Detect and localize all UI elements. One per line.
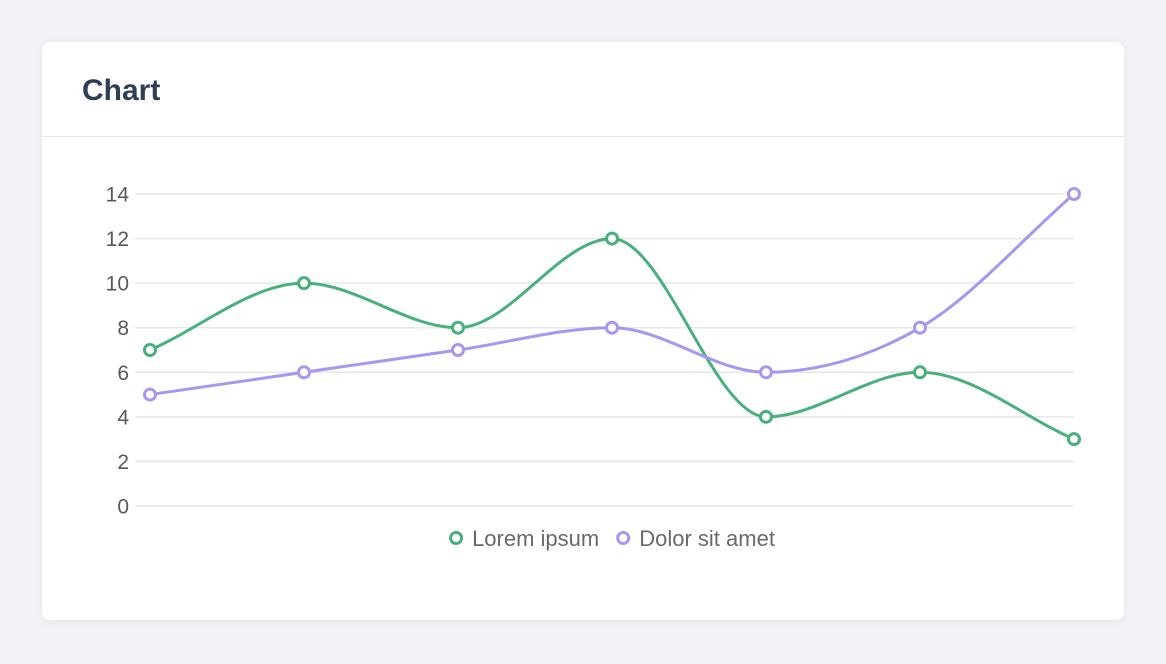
legend-label: Dolor sit amet — [639, 526, 775, 551]
data-point[interactable] — [913, 365, 927, 380]
series-line — [148, 192, 1076, 397]
y-tick-label: 4 — [117, 406, 129, 429]
data-point[interactable] — [605, 231, 619, 246]
data-point[interactable] — [1067, 432, 1081, 447]
legend-label: Lorem ipsum — [472, 526, 599, 551]
data-point[interactable] — [1067, 187, 1081, 201]
data-point[interactable] — [297, 276, 311, 291]
data-point[interactable] — [143, 387, 157, 402]
card-title: Chart — [82, 74, 161, 107]
y-tick-label: 2 — [117, 451, 129, 474]
legend-item[interactable]: Lorem ipsum — [449, 526, 600, 551]
y-tick-label: 12 — [106, 228, 129, 251]
legend-marker-icon — [616, 531, 631, 545]
grid-lines — [135, 193, 1074, 507]
data-point[interactable] — [913, 320, 927, 335]
y-tick-label: 10 — [106, 273, 129, 296]
series-line — [148, 237, 1076, 441]
y-tick-label: 6 — [117, 362, 129, 385]
data-point[interactable] — [605, 320, 619, 335]
y-tick-label: 14 — [106, 184, 130, 207]
legend-item[interactable]: Dolor sit amet — [616, 526, 775, 551]
series-points — [143, 187, 1081, 447]
data-point[interactable] — [143, 343, 157, 357]
chart-card: Chart — [42, 42, 1124, 620]
data-point[interactable] — [759, 365, 773, 380]
data-point[interactable] — [451, 343, 465, 357]
data-point[interactable] — [451, 320, 465, 335]
series-lines — [148, 192, 1076, 441]
y-tick-label: 8 — [117, 317, 129, 340]
y-axis-ticks: 0 2 4 6 8 10 12 14 — [106, 184, 130, 519]
data-point[interactable] — [759, 409, 773, 424]
legend-marker-icon — [449, 531, 464, 545]
legend: Lorem ipsum Dolor sit amet — [449, 526, 775, 551]
card-header: Chart — [42, 42, 1124, 137]
y-tick-label: 0 — [117, 496, 129, 519]
data-point[interactable] — [297, 365, 311, 380]
